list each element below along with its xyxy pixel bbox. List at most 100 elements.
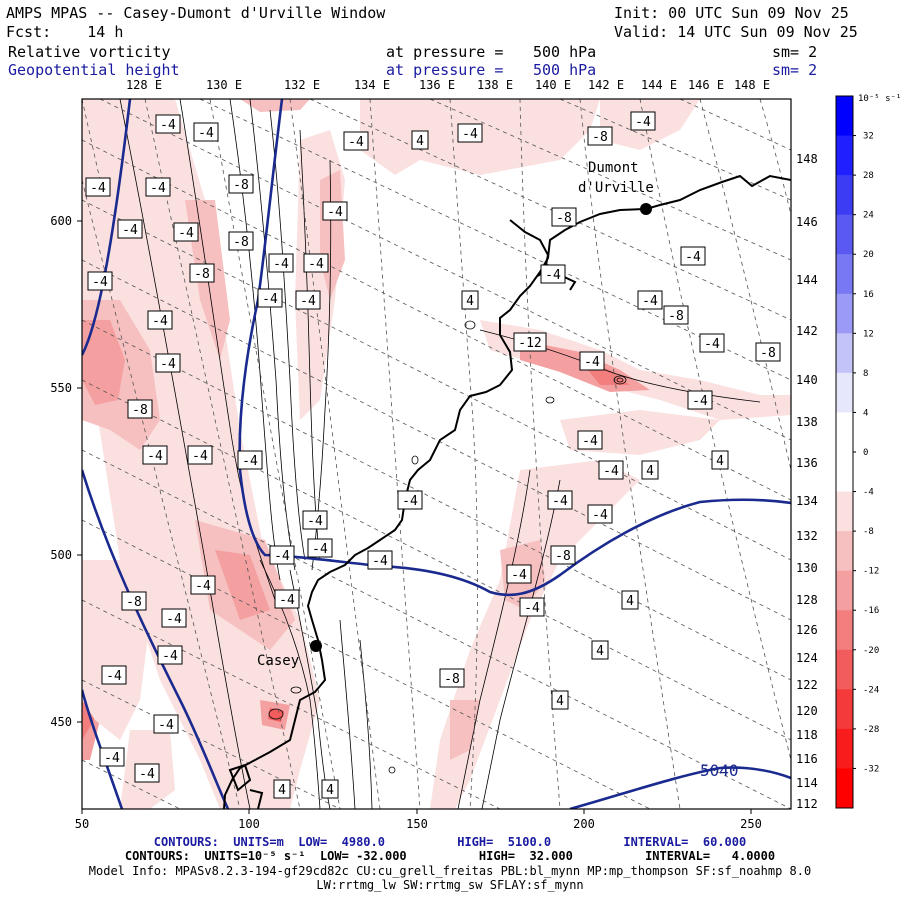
vorticity-label: -4: [598, 460, 624, 480]
svg-text:-4: -4: [158, 718, 174, 733]
svg-text:-4: -4: [545, 268, 561, 283]
colorbar-label: 28: [863, 171, 874, 181]
vorticity-label: -4: [295, 290, 321, 310]
vorticity-label: 4: [641, 460, 659, 480]
svg-text:-4: -4: [511, 568, 527, 583]
latitude-label: 146: [796, 215, 818, 229]
x-tick-label: 50: [75, 817, 89, 831]
svg-text:-4: -4: [592, 508, 608, 523]
colorbar-swatch: [836, 491, 853, 532]
vorticity-label: 4: [711, 450, 729, 470]
longitude-label: 132 E: [284, 78, 320, 92]
colorbar-label: -20: [863, 646, 879, 656]
window-title: AMPS MPAS -- Casey-Dumont d'Urville Wind…: [6, 4, 386, 22]
valid-time: Valid: 14 UTC Sun 09 Nov 25: [614, 23, 858, 41]
colorbar-label: -8: [863, 527, 874, 537]
latitude-label: 126: [796, 623, 818, 637]
vorticity-label: -4: [268, 253, 294, 273]
svg-text:-4: -4: [273, 257, 289, 272]
svg-text:-4: -4: [274, 549, 290, 564]
colorbar-swatch: [836, 412, 853, 453]
vorticity-label: -8: [755, 342, 781, 362]
svg-text:4: 4: [716, 454, 724, 469]
field2-pressure: 500 hPa: [533, 61, 597, 79]
y-ticks: [77, 220, 82, 723]
dumont-durville-marker: [640, 203, 652, 215]
latitude-labels: 148 146 144 142 140 138 136 134 132 130 128 126 124 1…: [796, 152, 818, 811]
vorticity-label-group: -4 -4 -4 -4 -8 -4 -4 -4 -8 -4 -4 -4 -8 -4 -4 -8 -4 -4 -4 -4…: [85, 111, 781, 799]
vorticity-label: -8: [189, 263, 215, 283]
colorbar-swatch: [836, 214, 853, 255]
vorticity-contours: [119, 99, 761, 809]
field1-pressure: 500 hPa: [533, 43, 597, 61]
vorticity-label: -4: [147, 310, 173, 330]
svg-text:-4: -4: [692, 394, 708, 409]
vorticity-label: -8: [228, 231, 254, 251]
footer-model-info: Model Info: MPASv8.2.3-194-gf29cd82c CU:…: [88, 864, 812, 878]
svg-text:4: 4: [326, 783, 334, 798]
vorticity-label: -4: [85, 177, 111, 197]
colorbar-label: 8: [863, 369, 868, 379]
field2-pressure-label: at pressure =: [386, 61, 504, 79]
latitude-label: 120: [796, 704, 818, 718]
svg-text:-4: -4: [402, 494, 418, 509]
longitude-label: 138 E: [477, 78, 513, 92]
vorticity-label: -4: [302, 510, 328, 530]
colorbar-label: -4: [863, 488, 874, 498]
svg-text:-4: -4: [312, 542, 328, 557]
colorbar-label: 20: [863, 250, 874, 260]
latitude-label: 116: [796, 752, 818, 766]
svg-text:-4: -4: [582, 434, 598, 449]
longitude-label: 136 E: [419, 78, 455, 92]
vorticity-label: 4: [411, 130, 429, 150]
colorbar-label: 32: [863, 132, 874, 142]
colorbar-label: -16: [863, 606, 879, 616]
vorticity-label: 4: [321, 779, 339, 799]
latitude-label: 132: [796, 529, 818, 543]
vorticity-label: -4: [637, 290, 663, 310]
init-time: Init: 00 UTC Sun 09 Nov 25: [614, 4, 849, 22]
vorticity-label: -4: [587, 504, 613, 524]
longitude-label: 148 E: [734, 78, 770, 92]
svg-text:-4: -4: [150, 181, 166, 196]
footer-vorticity-contours: CONTOURS: UNITS=10⁻⁵ s⁻¹ LOW= -32.000 HI…: [124, 849, 776, 863]
latitude-label: 112: [796, 797, 818, 811]
longitude-label: 146 E: [688, 78, 724, 92]
x-tick-label: 150: [406, 817, 428, 831]
footer-physics-info: LW:rrtmg_lw SW:rrtmg_sw SFLAY:sf_mynn: [316, 878, 584, 892]
vorticity-label: -4: [343, 131, 369, 151]
colorbar-label: 16: [863, 290, 874, 300]
vorticity-label: -4: [303, 253, 329, 273]
longitude-label: 140 E: [535, 78, 571, 92]
vorticity-label: -4: [87, 271, 113, 291]
casey-name: Casey: [257, 653, 299, 669]
x-tick-label: 200: [573, 817, 595, 831]
y-tick-label: 550: [50, 381, 72, 395]
latitude-label: 128: [796, 593, 818, 607]
svg-text:-8: -8: [555, 549, 571, 564]
colorbar-swatch: [836, 175, 853, 216]
vorticity-label: -4: [506, 564, 532, 584]
colorbar-swatch: [836, 610, 853, 651]
svg-text:-4: -4: [178, 226, 194, 241]
svg-text:-4: -4: [92, 275, 108, 290]
station-markers: [310, 203, 652, 652]
colorbar-label: 24: [863, 211, 874, 221]
vorticity-label: -4: [134, 763, 160, 783]
latitude-label: 114: [796, 776, 818, 790]
vorticity-label: -4: [257, 288, 283, 308]
svg-text:-4: -4: [242, 454, 258, 469]
colorbar-swatch: [836, 96, 853, 137]
svg-text:-4: -4: [348, 135, 364, 150]
latlon-grid: [82, 99, 791, 809]
colorbar-swatch: [836, 728, 853, 769]
vorticity-label: -4: [145, 177, 171, 197]
svg-text:-4: -4: [160, 357, 176, 372]
svg-text:-4: -4: [195, 579, 211, 594]
svg-text:-8: -8: [132, 403, 148, 418]
plot-frame: [81, 98, 792, 810]
svg-text:-4: -4: [160, 118, 176, 133]
latitude-label: 118: [796, 728, 818, 742]
